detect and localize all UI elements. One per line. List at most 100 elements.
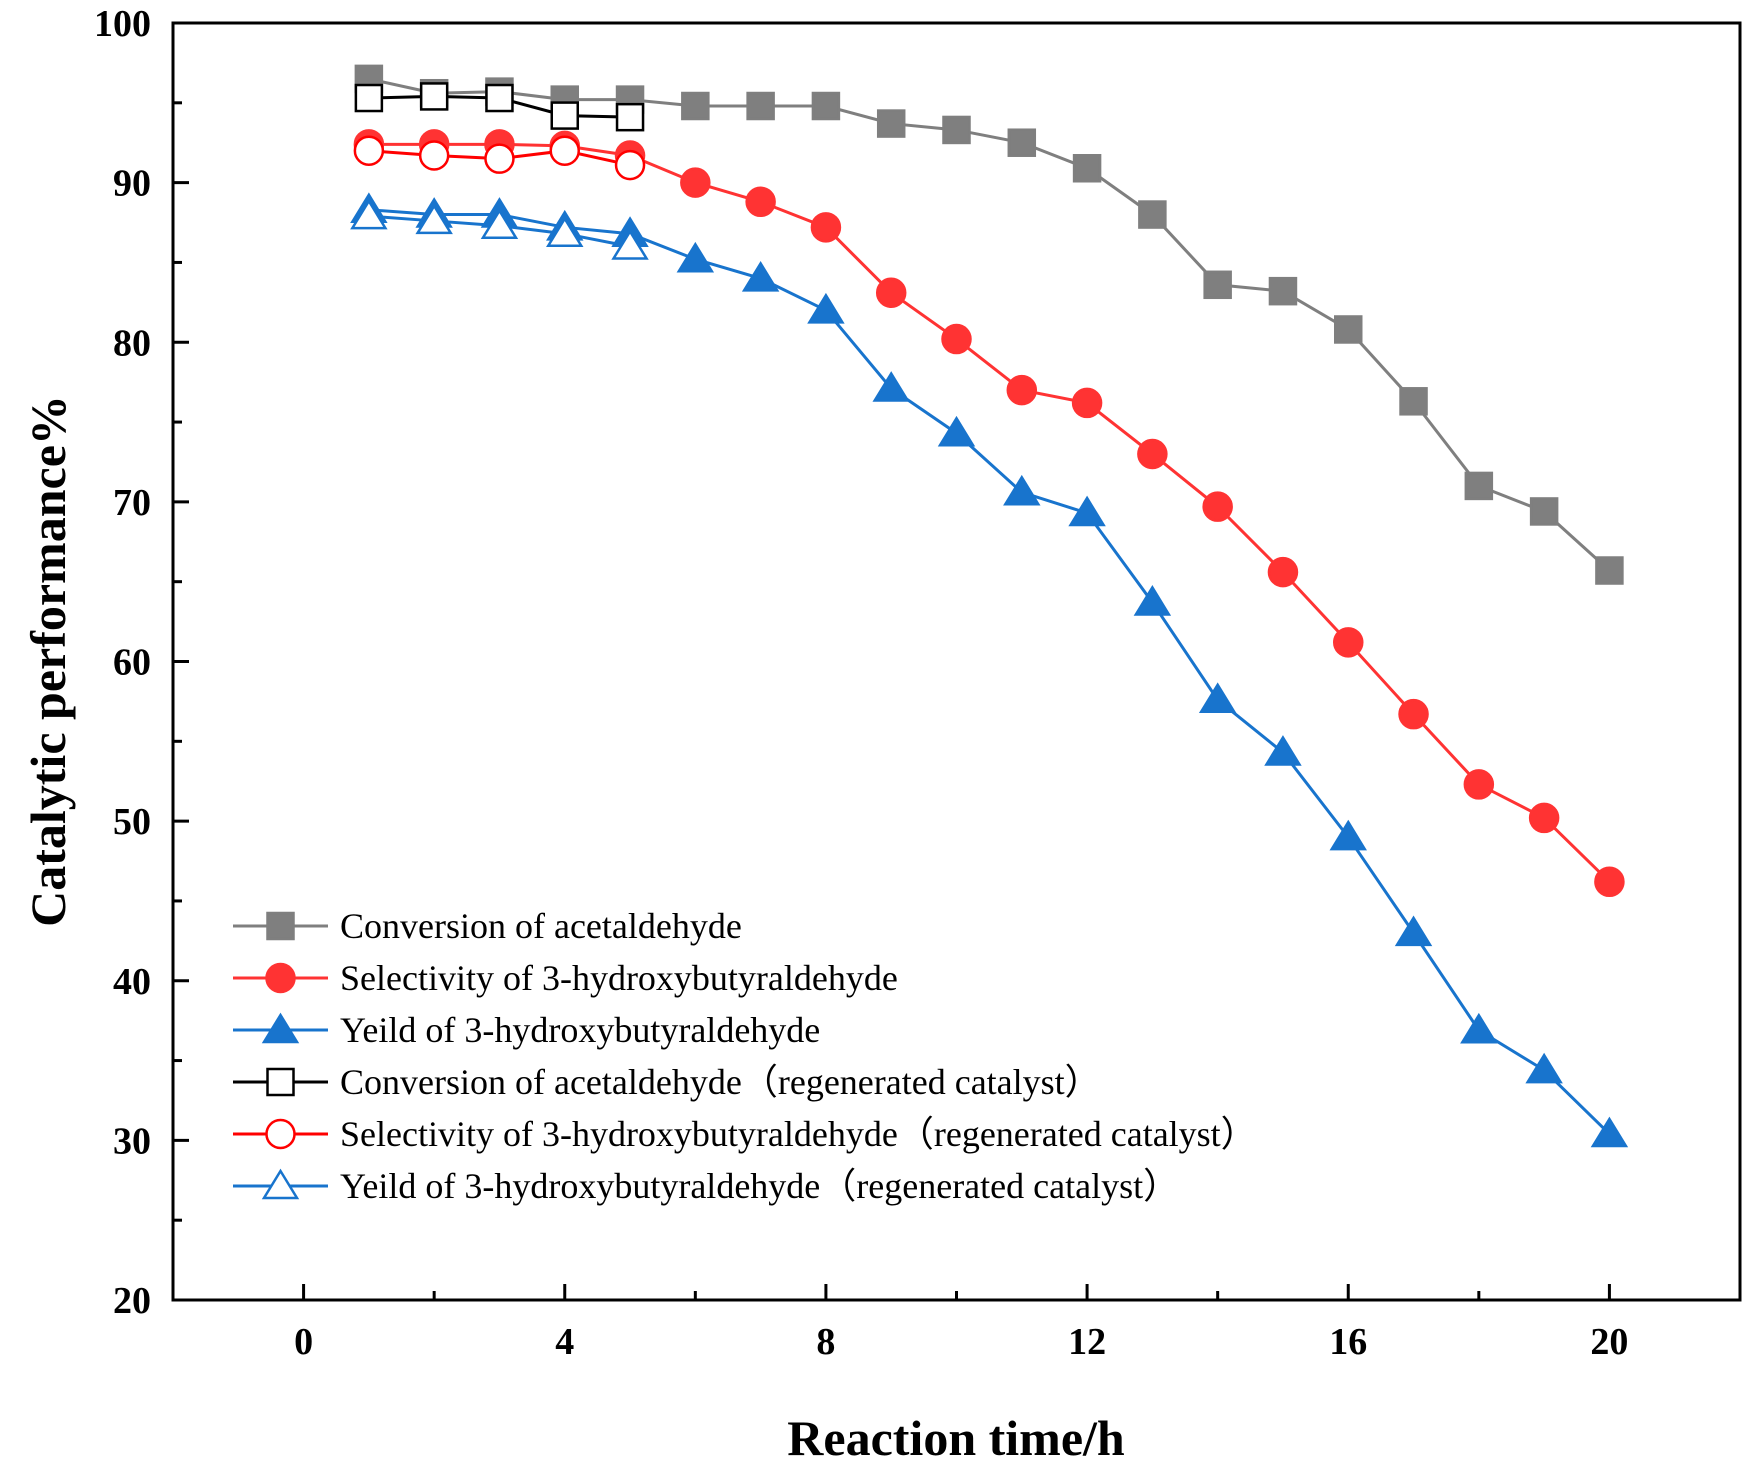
series-group [353, 129, 1625, 898]
y-tick-label: 80 [113, 322, 151, 364]
legend-label: Selectivity of 3-hydroxybutyraldehyde（re… [340, 1114, 1257, 1154]
data-point [875, 277, 907, 309]
data-point [1394, 915, 1433, 947]
legend-marker [265, 1118, 296, 1150]
data-point [1398, 698, 1429, 730]
series-group [350, 198, 649, 260]
y-tick-label: 30 [113, 1120, 151, 1162]
y-tick-label: 60 [113, 642, 151, 684]
data-point [484, 143, 515, 174]
data-point [485, 83, 514, 113]
data-point [418, 140, 450, 171]
plot-frame [171, 21, 1742, 1302]
data-point [746, 91, 775, 121]
data-point [1138, 200, 1167, 229]
data-point [811, 91, 841, 121]
data-point [1072, 154, 1102, 183]
y-tick-label: 50 [113, 801, 151, 843]
data-point [1334, 315, 1363, 344]
data-point [741, 261, 780, 292]
data-point [480, 208, 519, 239]
y-tick-label: 90 [113, 163, 151, 205]
series-group [354, 82, 645, 132]
data-point [676, 241, 715, 273]
data-point [1595, 556, 1624, 585]
data-point [876, 109, 906, 138]
data-point [614, 149, 646, 181]
data-point [1267, 556, 1299, 588]
x-tick-label: 8 [816, 1321, 835, 1363]
data-point [1003, 474, 1041, 506]
y-axis-title: Catalytic performance% [20, 395, 76, 927]
data-point [1333, 627, 1364, 658]
legend-item: Yeild of 3-hydroxybutyraldehyde [233, 1010, 820, 1050]
data-point [1198, 682, 1237, 714]
data-point [350, 198, 388, 230]
legend-item: Yeild of 3-hydroxybutyraldehyde（regenera… [233, 1166, 1179, 1206]
legend-marker [261, 1168, 300, 1200]
data-point [1068, 495, 1106, 527]
data-point [1133, 585, 1172, 616]
data-point [354, 83, 384, 113]
y-tick-label: 40 [113, 961, 151, 1003]
data-point [611, 229, 649, 260]
data-point [941, 323, 972, 355]
x-axis-title: Reaction time/h [787, 1410, 1125, 1466]
legend-item: Conversion of acetaldehyde（regenerated c… [233, 1062, 1101, 1102]
data-point [1590, 1116, 1629, 1148]
data-point [1006, 374, 1038, 406]
x-tick-label: 20 [1590, 1321, 1628, 1363]
legend-item: Selectivity of 3-hydroxybutyraldehyde [233, 958, 898, 998]
legend: Conversion of acetaldehyde Selectivity of… [233, 906, 1257, 1206]
x-tick-label: 12 [1068, 1321, 1106, 1363]
data-point [546, 216, 584, 247]
data-point [1528, 802, 1560, 834]
data-point [1007, 128, 1037, 157]
series-line [368, 142, 1611, 883]
axis-ticks: 0 4 8 12 16 20 20 30 40 50 60 70 80 90 100 [94, 3, 1742, 1363]
data-point [550, 101, 579, 130]
data-point [872, 371, 910, 402]
series-group [353, 135, 646, 181]
legend-marker [261, 1012, 300, 1044]
y-tick-label: 100 [94, 3, 151, 45]
y-tick-label: 20 [113, 1280, 151, 1322]
legend-marker [266, 911, 295, 941]
data-point [1137, 438, 1168, 470]
legend-marker [265, 962, 296, 994]
legend-label: Conversion of acetaldehyde（regenerated c… [340, 1062, 1101, 1102]
x-tick-label: 4 [555, 1321, 574, 1363]
data-point [1071, 387, 1103, 419]
data-point [937, 415, 976, 447]
legend-item: Selectivity of 3-hydroxybutyraldehyde（re… [233, 1114, 1257, 1154]
legend-item: Conversion of acetaldehyde [233, 906, 742, 946]
legend-label: Yeild of 3-hydroxybutyraldehyde [340, 1010, 820, 1050]
x-tick-label: 0 [294, 1321, 313, 1363]
data-point [1329, 819, 1367, 851]
data-point [1399, 387, 1428, 416]
data-point [1268, 276, 1298, 306]
data-point [681, 91, 710, 121]
data-point [942, 115, 971, 145]
data-point [1594, 866, 1625, 898]
x-tick-label: 16 [1329, 1321, 1367, 1363]
data-point [415, 203, 453, 235]
legend-label: Selectivity of 3-hydroxybutyraldehyde [340, 958, 898, 998]
series-group [354, 64, 1624, 585]
data-point [1264, 735, 1302, 766]
data-point [810, 212, 842, 243]
data-point [549, 135, 580, 166]
data-point [1202, 491, 1233, 522]
legend-label: Conversion of acetaldehyde [340, 906, 742, 946]
data-point [680, 167, 711, 198]
data-point [1203, 270, 1232, 300]
legend-label: Yeild of 3-hydroxybutyraldehyde（regenera… [340, 1166, 1179, 1206]
data-point [745, 186, 776, 218]
series-layer [350, 64, 1629, 1148]
data-point [1529, 497, 1559, 526]
data-point [615, 102, 645, 132]
data-point [1463, 769, 1495, 800]
data-point [1525, 1052, 1563, 1084]
data-point [807, 292, 845, 324]
